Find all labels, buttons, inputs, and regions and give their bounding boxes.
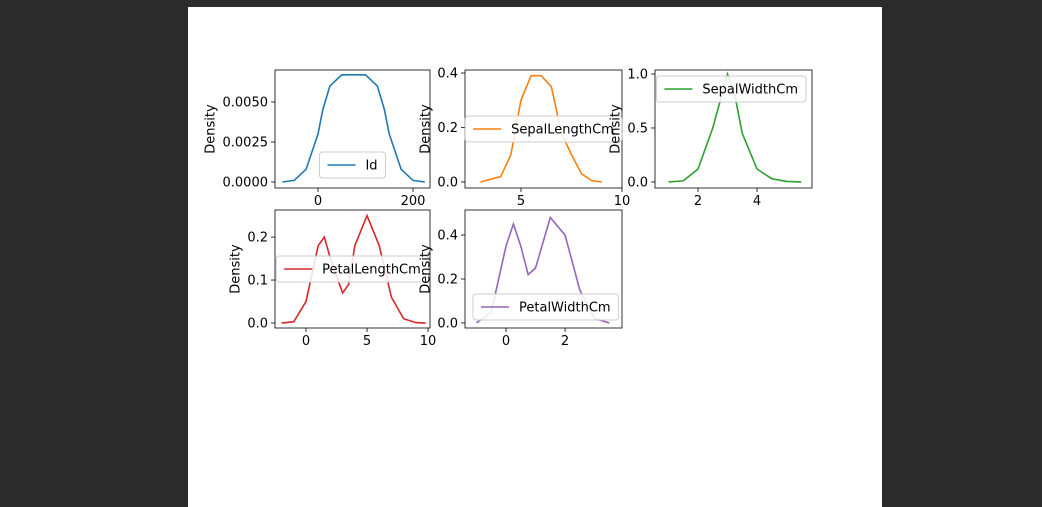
axes-frame — [274, 69, 431, 189]
legend-label: Id — [365, 159, 377, 174]
y-axis-label: Density — [204, 104, 219, 154]
legend-label: SepalWidthCm — [702, 83, 798, 98]
y-tick-label: 0.0025 — [223, 136, 269, 151]
x-tick-label: 5 — [517, 194, 525, 209]
legend: PetalWidthCm — [472, 293, 620, 321]
density-line — [281, 213, 426, 324]
x-tick-label: 2 — [561, 334, 569, 349]
legend: SepalLengthCm — [464, 115, 623, 143]
y-tick-label: 0.0000 — [223, 176, 269, 191]
axes-frame — [274, 209, 431, 329]
y-tick-label: 0.2 — [437, 121, 458, 136]
y-axis-label: Density — [608, 104, 623, 154]
legend-label: SepalLengthCm — [511, 123, 614, 138]
legend-box — [464, 115, 623, 143]
y-axis-label: Density — [418, 104, 433, 154]
legend-label: PetalLengthCm — [322, 263, 421, 278]
density-line — [480, 74, 602, 183]
x-tick-label: 0 — [302, 334, 310, 349]
x-tick-label: 10 — [420, 334, 437, 349]
y-tick-label: 0.0 — [627, 175, 648, 190]
y-tick-label: 0.2 — [247, 231, 268, 246]
legend-box — [275, 255, 430, 283]
y-tick-label: 0.0 — [247, 317, 268, 332]
y-tick-label: 0.5 — [627, 121, 648, 136]
x-tick-label: 0 — [502, 334, 510, 349]
y-tick-label: 0.1 — [247, 274, 268, 289]
x-tick-label: 2 — [694, 194, 702, 209]
legend: Id — [318, 151, 387, 179]
x-tick-label: 5 — [363, 334, 371, 349]
y-tick-label: 0.0 — [437, 316, 458, 331]
legend-box — [472, 293, 620, 321]
y-tick-label: 1.0 — [627, 67, 648, 82]
y-tick-label: 0.0 — [437, 176, 458, 191]
y-tick-label: 0.0050 — [223, 96, 269, 111]
axes-frame — [464, 209, 623, 329]
density-line — [282, 74, 425, 183]
y-tick-label: 0.2 — [437, 272, 458, 287]
y-tick-label: 0.4 — [437, 66, 458, 81]
legend-label: PetalWidthCm — [519, 301, 611, 316]
x-tick-label: 0 — [314, 194, 322, 209]
legend: PetalLengthCm — [275, 255, 430, 283]
y-axis-label: Density — [418, 244, 433, 294]
x-tick-label: 10 — [614, 194, 631, 209]
legend: SepalWidthCm — [655, 75, 807, 103]
legend-box — [655, 75, 807, 103]
x-tick-label: 4 — [753, 194, 761, 209]
axes-frame — [654, 69, 813, 189]
x-tick-label: 200 — [401, 194, 426, 209]
y-tick-label: 0.4 — [437, 229, 458, 244]
y-axis-label: Density — [228, 244, 243, 294]
